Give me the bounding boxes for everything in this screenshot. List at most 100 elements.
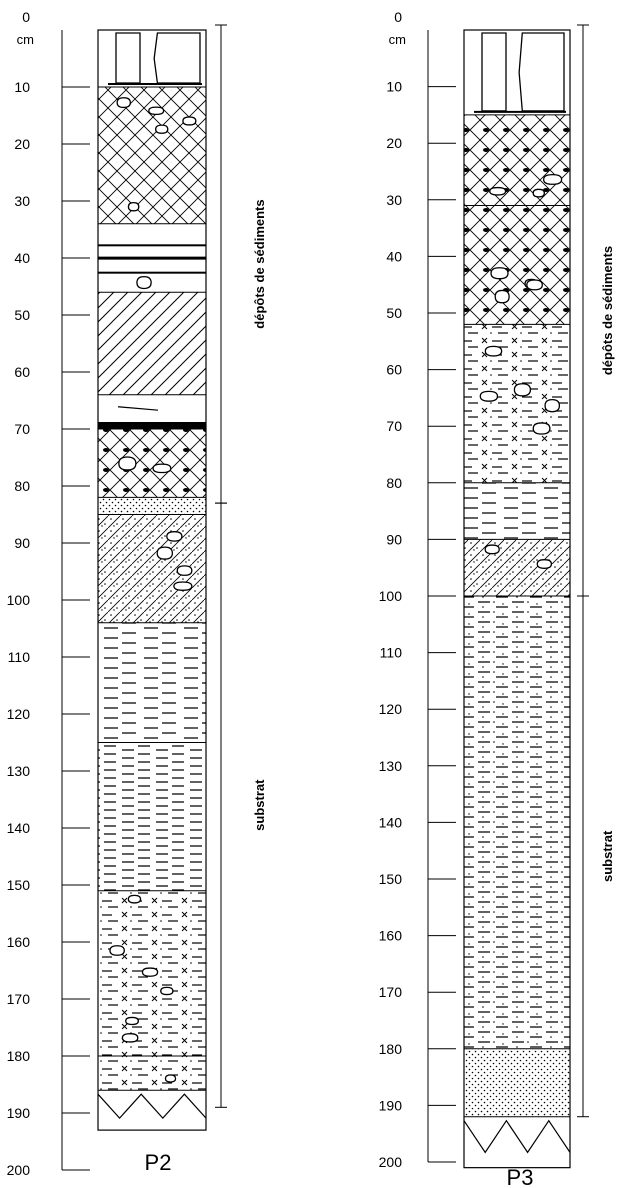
stratum-layer — [464, 204, 570, 325]
stratum-layer — [464, 482, 570, 540]
scale-tick-label: 70 — [14, 421, 30, 437]
section-label: dépôts de sédiments — [600, 246, 615, 375]
section-bracket: substrat — [577, 595, 615, 1118]
gravel-clast — [116, 97, 131, 109]
gravel-clast — [489, 186, 507, 196]
section-label: dépôts de sédiments — [252, 199, 267, 328]
scale-tick-label: 130 — [7, 763, 31, 779]
gravel-clast — [127, 894, 142, 904]
gravel-clast — [118, 456, 137, 471]
scale-tick-label: 130 — [379, 758, 403, 774]
gravel-clast — [484, 544, 500, 555]
profile-label-p2: P2 — [145, 1150, 172, 1175]
section-label: substrat — [600, 830, 615, 882]
scale-tick-label: 120 — [7, 706, 31, 722]
gravel-clast — [173, 581, 193, 591]
scale-tick-label: 70 — [386, 418, 402, 434]
scale-tick-label: 150 — [7, 877, 31, 893]
scale-tick-label: 80 — [386, 475, 402, 491]
gravel-clast — [532, 422, 551, 435]
scale-tick-label: 160 — [7, 934, 31, 950]
gravel-clast — [156, 546, 174, 560]
gravel-clast — [490, 267, 509, 280]
scale-tick-label: 100 — [379, 588, 403, 604]
scale-tick-label: 10 — [14, 79, 30, 95]
section-bracket: substrat — [215, 502, 267, 1108]
scale-tick-label: 50 — [386, 305, 402, 321]
column-p3 — [463, 29, 571, 1169]
scale-tick-label: 120 — [379, 701, 403, 717]
scale-tick-label: 50 — [14, 307, 30, 323]
scale-tick-label: 40 — [14, 250, 30, 266]
stratum-layer — [464, 1048, 570, 1117]
gravel-clast — [544, 398, 561, 413]
stratum-layer — [98, 291, 206, 395]
gravel-clast — [152, 463, 172, 474]
gravel-clast — [125, 1016, 139, 1026]
stratum-layer — [98, 890, 206, 1056]
scale-tick-label: 200 — [7, 1162, 31, 1178]
column-outline — [463, 29, 571, 1169]
gravel-clast — [121, 1033, 139, 1043]
scale-tick-label: 110 — [380, 645, 403, 661]
gravel-clast — [136, 275, 152, 290]
stratum-layer — [98, 622, 206, 743]
section-brackets-p2: dépôts de sédiments substrat — [215, 24, 267, 1108]
stratum-layer — [98, 394, 206, 429]
scale-tick-label: 190 — [379, 1097, 403, 1113]
profile-label-p3: P3 — [507, 1165, 534, 1188]
scale-tick-label: 90 — [386, 531, 402, 547]
section-bracket: dépôts de sédiments — [215, 24, 267, 504]
gravel-clast — [109, 945, 125, 956]
section-label: substrat — [252, 779, 267, 831]
scale-tick-label: 30 — [386, 192, 402, 208]
depth-scale-p3: 0 10 20 30 40 50 60 70 80 90 100 110 120 130 140 150 160… — [379, 9, 456, 1170]
scale-tick-label: 80 — [14, 478, 30, 494]
gravel-clast — [160, 986, 174, 996]
gravel-clast — [164, 1074, 177, 1083]
gravel-clast — [484, 345, 503, 357]
stratum-layer — [98, 496, 206, 515]
stratum-layer — [464, 538, 570, 596]
scale-tick-label: 140 — [379, 814, 403, 830]
gravel-clast — [532, 188, 546, 198]
scale-tick-label: 0 — [22, 9, 30, 25]
stratum-layer — [98, 1055, 206, 1091]
scale-tick-label: 60 — [386, 362, 402, 378]
stratum-layer — [98, 742, 206, 891]
scale-tick-label: 160 — [379, 928, 403, 944]
scale-unit-label: cm — [17, 32, 34, 47]
gravel-clast — [536, 559, 553, 569]
scale-tick-label: 200 — [379, 1154, 403, 1170]
scale-tick-label: 40 — [386, 248, 402, 264]
stratum-layer — [98, 223, 206, 293]
column-outline — [97, 29, 207, 1131]
scale-tick-label: 180 — [7, 1048, 31, 1064]
stratum-layer — [98, 428, 206, 498]
section-brackets-p3: dépôts de sédiments substrat — [577, 24, 615, 1118]
gravel-clast — [141, 967, 159, 977]
gravel-clast — [543, 173, 563, 185]
stratum-layer — [464, 30, 570, 115]
gravel-clast — [513, 383, 532, 397]
scale-tick-label: 190 — [7, 1105, 31, 1121]
scale-tick-label: 110 — [8, 649, 31, 665]
stratum-layer — [98, 86, 206, 224]
gravel-clast — [127, 201, 140, 212]
stratum-layer — [464, 595, 570, 1049]
gravel-clast — [494, 289, 510, 304]
scale-tick-label: 20 — [386, 135, 402, 151]
depth-scale-p2: 0 10 20 30 40 50 60 70 80 90 100 110 120 130 140 150 160… — [7, 9, 90, 1178]
scale-tick-label: 100 — [7, 592, 31, 608]
stratum-layer — [98, 514, 206, 623]
scale-tick-label: 0 — [394, 9, 402, 25]
stratum-layer — [464, 323, 570, 483]
column-p2 — [97, 29, 207, 1131]
scale-tick-label: 60 — [14, 364, 30, 380]
scale-tick-label: 180 — [379, 1041, 403, 1057]
scale-tick-label: 140 — [7, 820, 31, 836]
gravel-clast — [166, 531, 183, 542]
scale-tick-label: 170 — [7, 991, 31, 1007]
scale-unit-label: cm — [389, 32, 406, 47]
